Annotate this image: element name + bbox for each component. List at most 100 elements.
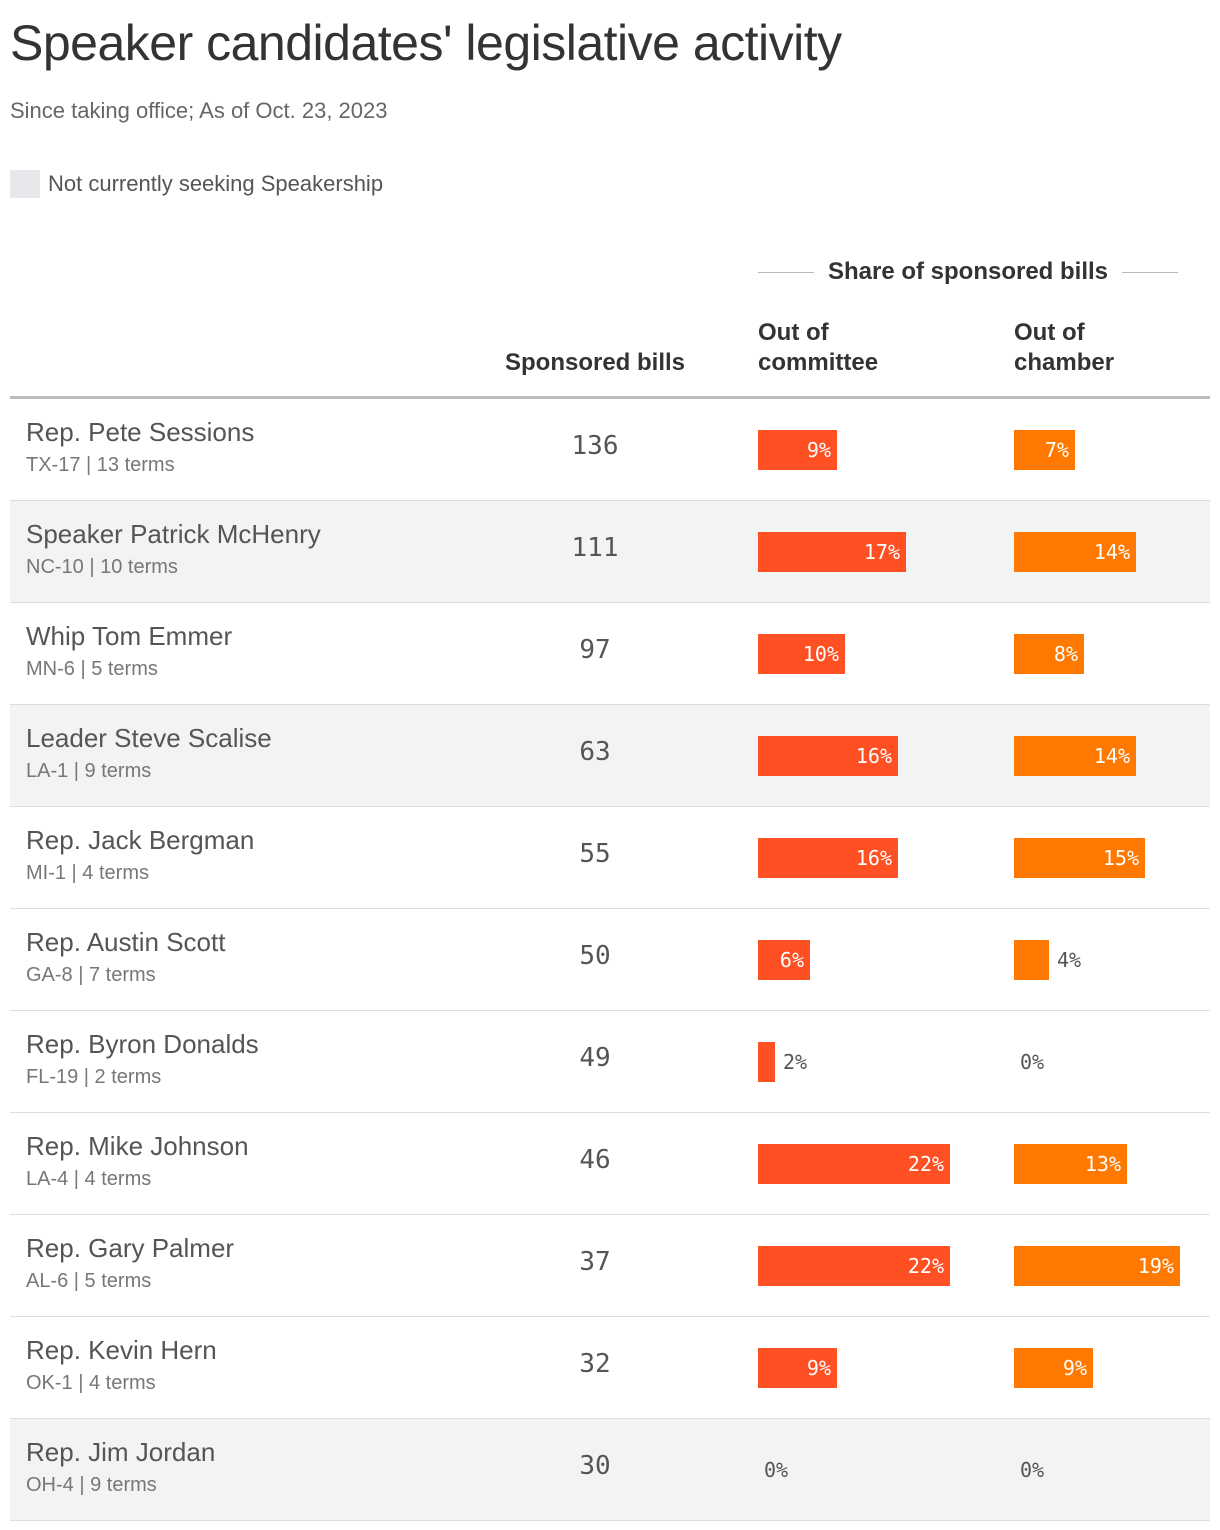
member-district-terms: FL-19 | 2 terms (26, 1066, 162, 1088)
column-header-committee-line1: Out of (758, 319, 829, 346)
committee-bar (758, 634, 845, 674)
member-name: Rep. Jim Jordan (26, 1437, 216, 1467)
member-district-terms: OH-4 | 9 terms (26, 1474, 157, 1496)
column-header-chamber-line1: Out of (1014, 319, 1085, 346)
chamber-bar (1014, 838, 1145, 878)
committee-bar (758, 940, 810, 980)
table-row: Rep. Gary Palmer AL-6 | 5 terms 37 22% 19% (10, 1215, 1210, 1317)
member-district-terms: NC-10 | 10 terms (26, 556, 178, 578)
chart-title: Speaker candidates' legislative activity (10, 15, 842, 71)
chamber-bar-label: 8% (1053, 642, 1078, 666)
sponsored-bills-value: 136 (571, 431, 619, 461)
chamber-bar (1014, 1144, 1127, 1184)
chamber-bar-label: 9% (1062, 1356, 1087, 1380)
member-name: Rep. Gary Palmer (26, 1233, 235, 1263)
sponsored-bills-value: 111 (571, 533, 619, 563)
table-row: Whip Tom Emmer MN-6 | 5 terms 97 10% 8% (10, 603, 1210, 705)
committee-bar-label: 10% (802, 642, 839, 666)
committee-bar-label: 6% (779, 948, 804, 972)
chamber-bar (1014, 1246, 1180, 1286)
committee-bar-label: 22% (907, 1152, 944, 1176)
member-district-terms: LA-1 | 9 terms (26, 760, 152, 782)
sponsored-bills-value: 50 (579, 941, 611, 971)
table-row: Rep. Byron Donalds FL-19 | 2 terms 49 2% 0% (10, 1011, 1210, 1113)
column-header-committee-line2: committee (758, 349, 879, 376)
member-name: Rep. Pete Sessions (26, 417, 255, 447)
committee-bar (758, 1042, 775, 1082)
member-name: Leader Steve Scalise (26, 723, 272, 753)
member-name: Speaker Patrick McHenry (26, 519, 321, 549)
share-group-header: Share of sponsored bills (758, 256, 1178, 288)
committee-bar-label: 22% (907, 1254, 944, 1278)
table-body: Rep. Pete Sessions TX-17 | 13 terms 136 9% 7… (10, 399, 1210, 1521)
column-header-chamber-line2: chamber (1014, 349, 1115, 376)
member-name: Rep. Jack Bergman (26, 825, 255, 855)
sponsored-bills-value: 37 (579, 1247, 611, 1277)
chamber-bar (1014, 634, 1084, 674)
member-name: Rep. Kevin Hern (26, 1335, 217, 1365)
legend-label: Not currently seeking Speakership (48, 171, 384, 196)
table-row: Rep. Jack Bergman MI-1 | 4 terms 55 16% 15% (10, 807, 1210, 909)
legend-swatch (10, 170, 40, 198)
committee-bar (758, 1144, 950, 1184)
member-name: Rep. Mike Johnson (26, 1131, 249, 1161)
chamber-bar (1014, 940, 1049, 980)
committee-bar (758, 838, 898, 878)
chamber-bar-label: 14% (1093, 744, 1130, 768)
committee-bar-label: 16% (855, 846, 892, 870)
chamber-bar-label: 4% (1057, 948, 1082, 972)
member-district-terms: OK-1 | 4 terms (26, 1372, 156, 1394)
committee-bar-label: 2% (783, 1050, 808, 1074)
member-district-terms: LA-4 | 4 terms (26, 1168, 152, 1190)
sponsored-bills-value: 97 (579, 635, 611, 665)
member-district-terms: GA-8 | 7 terms (26, 964, 156, 986)
committee-bar-label: 9% (806, 1356, 831, 1380)
chamber-bar (1014, 430, 1075, 470)
chamber-bar-label: 19% (1137, 1254, 1174, 1278)
table-row: Rep. Jim Jordan OH-4 | 9 terms 30 0% 0% (10, 1419, 1210, 1521)
chamber-bar-label: 15% (1102, 846, 1139, 870)
sponsored-bills-value: 55 (579, 839, 611, 869)
committee-bar (758, 1246, 950, 1286)
sponsored-bills-value: 49 (579, 1043, 611, 1073)
table-row: Rep. Mike Johnson LA-4 | 4 terms 46 22% 13% (10, 1113, 1210, 1215)
chamber-bar-label: 14% (1093, 540, 1130, 564)
committee-bar (758, 532, 906, 572)
committee-bar-label: 9% (806, 438, 831, 462)
table-row: Rep. Pete Sessions TX-17 | 13 terms 136 9% 7… (10, 399, 1210, 501)
sponsored-bills-value: 46 (579, 1145, 611, 1175)
member-district-terms: TX-17 | 13 terms (26, 454, 175, 476)
committee-bar (758, 1348, 837, 1388)
legend: Not currently seeking Speakership (10, 170, 383, 198)
column-header-sponsored: Sponsored bills (504, 349, 686, 376)
committee-bar (758, 736, 898, 776)
table-row: Rep. Kevin Hern OK-1 | 4 terms 32 9% 9% (10, 1317, 1210, 1419)
table-row: Speaker Patrick McHenry NC-10 | 10 terms 1… (10, 501, 1210, 603)
member-district-terms: AL-6 | 5 terms (26, 1270, 152, 1292)
sponsored-bills-value: 32 (579, 1349, 611, 1379)
chamber-bar-label: 13% (1084, 1152, 1121, 1176)
committee-bar-label: 16% (855, 744, 892, 768)
column-header-chamber: Out of chamber (1014, 318, 1204, 378)
member-district-terms: MN-6 | 5 terms (26, 658, 158, 680)
sponsored-bills-value: 30 (579, 1451, 611, 1481)
chamber-bar-label: 0% (1020, 1458, 1045, 1482)
chamber-bar-label: 7% (1044, 438, 1069, 462)
chamber-bar-label: 0% (1020, 1050, 1045, 1074)
table-row: Rep. Austin Scott GA-8 | 7 terms 50 6% 4% (10, 909, 1210, 1011)
sponsored-bills-value: 63 (579, 737, 611, 767)
member-name: Rep. Austin Scott (26, 927, 226, 957)
chart-subtitle: Since taking office; As of Oct. 23, 2023 (10, 98, 388, 123)
share-group-label: Share of sponsored bills (827, 258, 1109, 285)
committee-bar-label: 0% (764, 1458, 789, 1482)
member-name: Rep. Byron Donalds (26, 1029, 259, 1059)
member-district-terms: MI-1 | 4 terms (26, 862, 149, 884)
column-header-committee: Out of committee (758, 318, 958, 378)
member-name: Whip Tom Emmer (26, 621, 233, 651)
group-rule-right (1122, 271, 1178, 273)
committee-bar-label: 17% (863, 540, 900, 564)
committee-bar (758, 430, 837, 470)
chamber-bar (1014, 736, 1136, 776)
header-rule (10, 396, 1210, 399)
group-rule-left (758, 271, 814, 273)
